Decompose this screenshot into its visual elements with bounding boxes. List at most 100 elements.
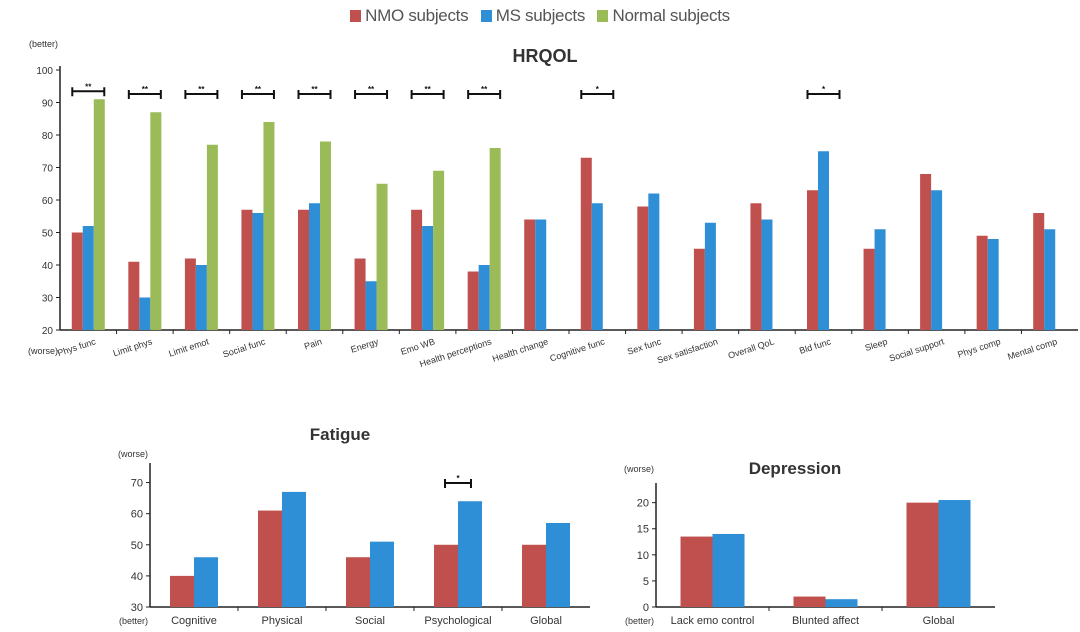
fatigue-significance-bracket xyxy=(444,479,472,488)
hrqol-bar-ms xyxy=(365,281,377,330)
hrqol-significance-bracket xyxy=(467,90,502,99)
hrqol-bar-nmo xyxy=(354,258,366,330)
hrqol-category-label: Social func xyxy=(222,336,267,359)
hrqol-bar-ms xyxy=(1044,229,1056,330)
fatigue-bar-ms xyxy=(370,541,394,607)
hrqol-significance-stars: ** xyxy=(424,85,431,94)
hrqol-significance-bracket xyxy=(184,90,219,99)
hrqol-bar-nmo xyxy=(411,209,423,330)
legend-item-normal: Normal subjects xyxy=(597,6,730,26)
hrqol-bar-normal xyxy=(320,141,331,330)
fatigue-y-tick-label: 60 xyxy=(131,509,143,521)
hrqol-category-label: Phys comp xyxy=(956,336,1001,359)
hrqol-category-label: Energy xyxy=(349,336,380,354)
fatigue-bar-ms xyxy=(282,491,306,607)
hrqol-y-tick-label: 90 xyxy=(42,99,54,110)
depression-category-label: Blunted affect xyxy=(792,615,859,627)
hrqol-bar-normal xyxy=(150,112,162,330)
depression-bar-nmo xyxy=(906,502,939,607)
fatigue-bar-nmo xyxy=(258,510,282,607)
hrqol-bar-ms xyxy=(704,222,716,330)
hrqol-bar-normal xyxy=(206,144,218,330)
hrqol-bar-ms xyxy=(874,229,886,330)
hrqol-bar-ms xyxy=(139,297,151,330)
depression-bar-ms xyxy=(712,533,745,607)
hrqol-significance-stars: ** xyxy=(142,85,149,94)
legend-swatch-nmo xyxy=(350,10,362,22)
hrqol-bar-nmo xyxy=(467,271,479,330)
fatigue-bar-nmo xyxy=(434,544,458,607)
hrqol-y-tick-label: 20 xyxy=(42,326,54,337)
hrqol-category-label: Social support xyxy=(888,336,946,363)
hrqol-category-label: Sleep xyxy=(864,336,889,353)
fatigue-y-tick-label: 40 xyxy=(131,571,143,583)
fatigue-bottom-label: (better) xyxy=(119,616,148,626)
hrqol-significance-bracket xyxy=(354,90,389,99)
hrqol-category-label: Sex satisfaction xyxy=(656,336,719,365)
hrqol-category-label: Mental comp xyxy=(1006,336,1058,361)
legend-item-ms: MS subjects xyxy=(480,6,586,26)
hrqol-y-tick-label: 60 xyxy=(42,196,54,207)
fatigue-category-label: Cognitive xyxy=(171,615,217,627)
hrqol-significance-bracket xyxy=(806,90,841,99)
depression-y-tick-label: 20 xyxy=(637,498,649,510)
hrqol-bar-nmo xyxy=(128,261,140,330)
hrqol-category-label: Phys func xyxy=(56,336,97,358)
hrqol-bar-normal xyxy=(263,122,275,330)
depression-y-tick-label: 15 xyxy=(637,524,649,536)
hrqol-bar-normal xyxy=(489,148,501,330)
hrqol-y-tick-label: 100 xyxy=(36,66,53,77)
hrqol-significance-stars: ** xyxy=(85,82,92,91)
depression-bar-nmo xyxy=(680,536,713,607)
hrqol-bar-nmo xyxy=(241,209,253,330)
chart-legend: NMO subjects MS subjects Normal subjects xyxy=(0,6,1080,27)
fatigue-category-label: Psychological xyxy=(424,615,491,627)
hrqol-bar-nmo xyxy=(807,190,818,330)
hrqol-top-label: (better) xyxy=(29,39,58,49)
hrqol-significance-stars: ** xyxy=(368,85,375,94)
depression-chart: Depression (worse) (better) 0 5 10 15 20 Lack em… xyxy=(624,459,995,627)
hrqol-chart: HRQOL (better) (worse) 20 30 40 50 60 70 80 90 100 P… xyxy=(28,39,1078,369)
legend-label-nmo: NMO subjects xyxy=(365,6,469,25)
hrqol-bar-nmo xyxy=(637,206,649,330)
hrqol-bar-ms xyxy=(648,193,660,330)
legend-label-ms: MS subjects xyxy=(495,6,586,25)
hrqol-significance-stars: * xyxy=(822,85,826,94)
fatigue-top-label: (worse) xyxy=(118,449,148,459)
hrqol-bar-ms xyxy=(82,226,94,330)
hrqol-category-label: Limit phys xyxy=(112,336,154,358)
hrqol-bar-nmo xyxy=(524,219,536,330)
hrqol-significance-bracket xyxy=(240,90,275,99)
hrqol-significance-stars: ** xyxy=(481,85,488,94)
hrqol-bar-ms xyxy=(422,226,434,330)
hrqol-bottom-label: (worse) xyxy=(28,346,58,356)
hrqol-bar-nmo xyxy=(750,203,762,330)
fatigue-title: Fatigue xyxy=(310,425,370,444)
hrqol-significance-bracket xyxy=(410,90,445,99)
hrqol-category-label: Limit emot xyxy=(167,336,210,358)
legend-item-nmo: NMO subjects xyxy=(350,6,469,26)
hrqol-significance-stars: ** xyxy=(198,85,205,94)
hrqol-significance-bracket xyxy=(297,90,332,99)
hrqol-category-label: Pain xyxy=(303,336,323,351)
depression-y-tick-label: 10 xyxy=(637,550,649,562)
hrqol-significance-stars: ** xyxy=(255,85,262,94)
depression-y-tick-label: 5 xyxy=(643,576,649,588)
fatigue-y-tick-label: 70 xyxy=(131,478,143,490)
fatigue-y-tick-label: 50 xyxy=(131,540,143,552)
hrqol-category-label: Bld func xyxy=(798,336,832,356)
hrqol-bar-nmo xyxy=(184,258,196,330)
depression-y-tick-label: 0 xyxy=(643,602,649,614)
hrqol-bar-ms xyxy=(252,213,264,330)
legend-label-normal: Normal subjects xyxy=(612,6,730,25)
depression-bar-ms xyxy=(938,500,971,607)
depression-bottom-label: (better) xyxy=(625,616,654,626)
hrqol-bar-nmo xyxy=(920,174,932,330)
hrqol-bar-ms xyxy=(931,190,943,330)
hrqol-bar-ms xyxy=(535,219,547,330)
fatigue-significance-stars: * xyxy=(456,474,460,483)
hrqol-significance-stars: ** xyxy=(311,85,318,94)
fatigue-bar-nmo xyxy=(522,544,546,607)
hrqol-significance-bracket xyxy=(127,90,162,99)
